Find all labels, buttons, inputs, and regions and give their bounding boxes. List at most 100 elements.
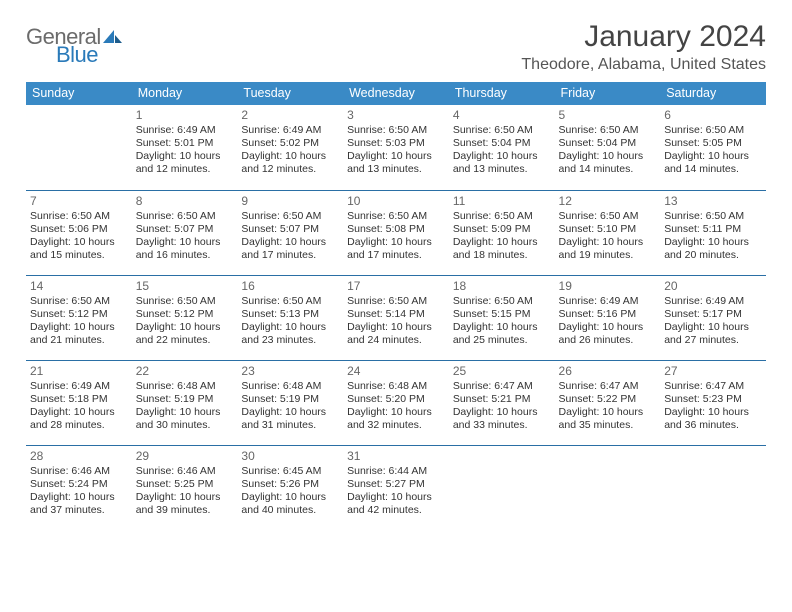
daylight-line: Daylight: 10 hours and 13 minutes. <box>347 150 445 176</box>
sunrise-line: Sunrise: 6:44 AM <box>347 465 445 478</box>
daylight-line: Daylight: 10 hours and 19 minutes. <box>559 236 657 262</box>
day-cell: 8Sunrise: 6:50 AMSunset: 5:07 PMDaylight… <box>132 190 238 275</box>
day-cell: 31Sunrise: 6:44 AMSunset: 5:27 PMDayligh… <box>343 445 449 530</box>
daylight-line: Daylight: 10 hours and 18 minutes. <box>453 236 551 262</box>
sunset-line: Sunset: 5:16 PM <box>559 308 657 321</box>
sunrise-line: Sunrise: 6:49 AM <box>241 124 339 137</box>
day-number: 20 <box>664 279 762 294</box>
day-cell: 15Sunrise: 6:50 AMSunset: 5:12 PMDayligh… <box>132 275 238 360</box>
daylight-line: Daylight: 10 hours and 42 minutes. <box>347 491 445 517</box>
day-number: 13 <box>664 194 762 209</box>
title-block: January 2024 Theodore, Alabama, United S… <box>521 20 766 74</box>
weekday-header: Thursday <box>449 82 555 105</box>
daylight-line: Daylight: 10 hours and 23 minutes. <box>241 321 339 347</box>
calendar-row: 14 Sunrise: 6:50 AM Sunset: 5:12 PM Dayligh… <box>26 275 766 360</box>
sunrise-line: Sunrise: 6:50 AM <box>241 295 339 308</box>
day-number: 8 <box>136 194 234 209</box>
day-number: 19 <box>559 279 657 294</box>
daylight-line: Daylight: 10 hours and 31 minutes. <box>241 406 339 432</box>
day-number: 3 <box>347 108 445 123</box>
sunrise-line: Sunrise: 6:50 AM <box>559 124 657 137</box>
day-cell: 29Sunrise: 6:46 AMSunset: 5:25 PMDayligh… <box>132 445 238 530</box>
day-number: 21 <box>30 364 128 379</box>
sunrise-line: Sunrise: 6:50 AM <box>241 210 339 223</box>
daylight-line: Daylight: 10 hours and 25 minutes. <box>453 321 551 347</box>
day-cell: 13Sunrise: 6:50 AMSunset: 5:11 PMDayligh… <box>660 190 766 275</box>
sunrise-line: Sunrise: 6:50 AM <box>453 210 551 223</box>
weekday-header: Sunday <box>26 82 132 105</box>
sunset-line: Sunset: 5:22 PM <box>559 393 657 406</box>
sunrise-line: Sunrise: 6:49 AM <box>136 124 234 137</box>
sunset-line: Sunset: 5:02 PM <box>241 137 339 150</box>
day-cell: 17Sunrise: 6:50 AMSunset: 5:14 PMDayligh… <box>343 275 449 360</box>
day-number: 30 <box>241 449 339 464</box>
sunset-line: Sunset: 5:05 PM <box>664 137 762 150</box>
logo: GeneralBlue <box>26 20 123 66</box>
logo-sail-icon <box>103 28 123 48</box>
sunset-line: Sunset: 5:12 PM <box>30 308 128 321</box>
sunset-line: Sunset: 5:07 PM <box>241 223 339 236</box>
empty-cell <box>449 445 555 530</box>
day-number: 6 <box>664 108 762 123</box>
daylight-line: Daylight: 10 hours and 13 minutes. <box>453 150 551 176</box>
sunrise-line: Sunrise: 6:50 AM <box>136 295 234 308</box>
day-number: 14 <box>30 279 128 294</box>
sunset-line: Sunset: 5:24 PM <box>30 478 128 491</box>
sunrise-line: Sunrise: 6:49 AM <box>30 380 128 393</box>
location: Theodore, Alabama, United States <box>521 56 766 74</box>
day-cell: 22Sunrise: 6:48 AMSunset: 5:19 PMDayligh… <box>132 360 238 445</box>
day-cell: 6Sunrise: 6:50 AMSunset: 5:05 PMDaylight… <box>660 105 766 190</box>
sunrise-line: Sunrise: 6:47 AM <box>453 380 551 393</box>
sunrise-line: Sunrise: 6:50 AM <box>30 210 128 223</box>
day-cell: 18Sunrise: 6:50 AMSunset: 5:15 PMDayligh… <box>449 275 555 360</box>
sunrise-line: Sunrise: 6:46 AM <box>30 465 128 478</box>
header: GeneralBlue January 2024 Theodore, Alaba… <box>26 20 766 74</box>
day-number: 10 <box>347 194 445 209</box>
day-cell: 4Sunrise: 6:50 AMSunset: 5:04 PMDaylight… <box>449 105 555 190</box>
daylight-line: Daylight: 10 hours and 33 minutes. <box>453 406 551 432</box>
daylight-line: Daylight: 10 hours and 30 minutes. <box>136 406 234 432</box>
sunrise-line: Sunrise: 6:50 AM <box>453 295 551 308</box>
empty-cell <box>660 445 766 530</box>
day-number: 26 <box>559 364 657 379</box>
daylight-line: Daylight: 10 hours and 27 minutes. <box>664 321 762 347</box>
day-number: 15 <box>136 279 234 294</box>
day-cell: 23Sunrise: 6:48 AMSunset: 5:19 PMDayligh… <box>237 360 343 445</box>
weekday-header-row: SundayMondayTuesdayWednesdayThursdayFrid… <box>26 82 766 105</box>
weekday-header: Saturday <box>660 82 766 105</box>
day-cell: 26Sunrise: 6:47 AMSunset: 5:22 PMDayligh… <box>555 360 661 445</box>
sunrise-line: Sunrise: 6:48 AM <box>136 380 234 393</box>
sunrise-line: Sunrise: 6:48 AM <box>241 380 339 393</box>
calendar-row: 28Sunrise: 6:46 AMSunset: 5:24 PMDayligh… <box>26 445 766 530</box>
daylight-line: Daylight: 10 hours and 17 minutes. <box>241 236 339 262</box>
day-number: 7 <box>30 194 128 209</box>
sunset-line: Sunset: 5:06 PM <box>30 223 128 236</box>
day-number: 1 <box>136 108 234 123</box>
daylight-line: Daylight: 10 hours and 26 minutes. <box>559 321 657 347</box>
sunset-line: Sunset: 5:04 PM <box>559 137 657 150</box>
sunset-line: Sunset: 5:09 PM <box>453 223 551 236</box>
day-number: 2 <box>241 108 339 123</box>
weekday-header: Wednesday <box>343 82 449 105</box>
sunset-line: Sunset: 5:19 PM <box>241 393 339 406</box>
sunrise-line: Sunrise: 6:47 AM <box>664 380 762 393</box>
day-cell: 12Sunrise: 6:50 AMSunset: 5:10 PMDayligh… <box>555 190 661 275</box>
daylight-line: Daylight: 10 hours and 40 minutes. <box>241 491 339 517</box>
sunset-line: Sunset: 5:20 PM <box>347 393 445 406</box>
day-number: 23 <box>241 364 339 379</box>
day-cell: 24Sunrise: 6:48 AMSunset: 5:20 PMDayligh… <box>343 360 449 445</box>
empty-cell <box>26 105 132 190</box>
sunset-line: Sunset: 5:15 PM <box>453 308 551 321</box>
day-cell: 14Sunrise: 6:50 AMSunset: 5:12 PMDayligh… <box>26 275 132 360</box>
weekday-header: Friday <box>555 82 661 105</box>
sunrise-line: Sunrise: 6:49 AM <box>664 295 762 308</box>
calendar-table: SundayMondayTuesdayWednesdayThursdayFrid… <box>26 82 766 530</box>
day-number: 29 <box>136 449 234 464</box>
day-number: 24 <box>347 364 445 379</box>
day-cell: 16Sunrise: 6:50 AMSunset: 5:13 PMDayligh… <box>237 275 343 360</box>
daylight-line: Daylight: 10 hours and 14 minutes. <box>664 150 762 176</box>
day-cell: 21Sunrise: 6:49 AMSunset: 5:18 PMDayligh… <box>26 360 132 445</box>
daylight-line: Daylight: 10 hours and 22 minutes. <box>136 321 234 347</box>
daylight-line: Daylight: 10 hours and 36 minutes. <box>664 406 762 432</box>
empty-cell <box>555 445 661 530</box>
